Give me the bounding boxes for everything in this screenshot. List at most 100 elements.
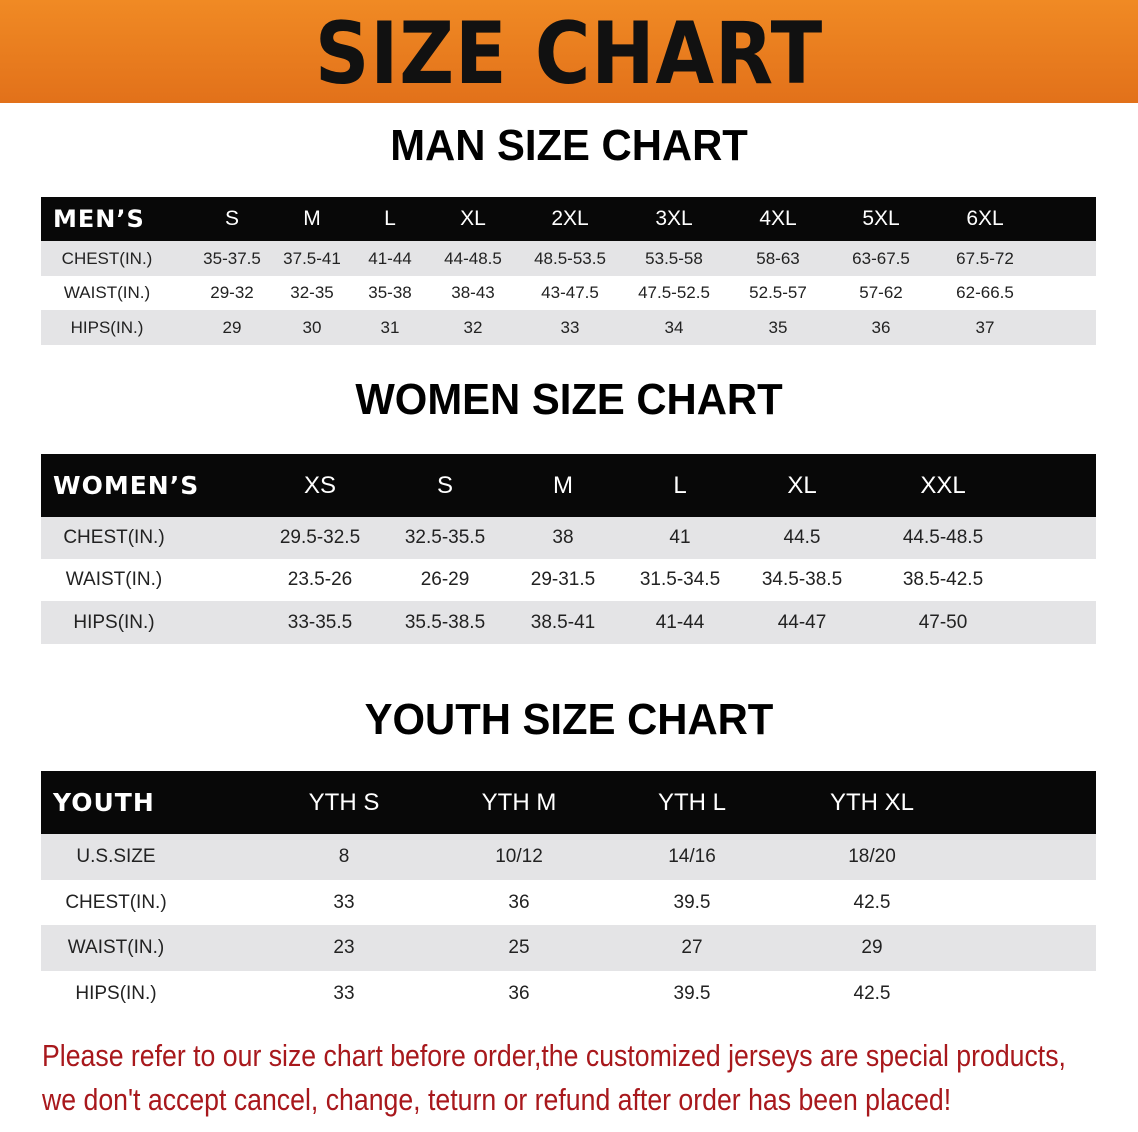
banner: SIZE CHART xyxy=(0,0,1138,104)
table-cell: 48.5-53.5 xyxy=(534,248,606,268)
table-cell: 14/16 xyxy=(668,846,716,867)
row-label: CHEST(IN.) xyxy=(63,527,165,548)
table-cell: 38.5-42.5 xyxy=(902,569,984,590)
table-cell: 36 xyxy=(871,317,891,337)
table-cell: 52.5-57 xyxy=(749,283,807,302)
table-cell: 44.5 xyxy=(783,527,821,548)
table-cell: 38 xyxy=(552,527,574,548)
table-row: HIPS(IN.) 33-35.5 35.5-38.5 38.5-41 41-44 44-… xyxy=(41,601,1096,644)
size-column-header: XL xyxy=(787,471,817,499)
size-column-header: S xyxy=(224,207,240,230)
table-cell: 35-38 xyxy=(368,283,412,302)
table-cell: 41-44 xyxy=(655,611,705,633)
size-column-header: L xyxy=(384,207,396,230)
table-cell: 32 xyxy=(463,317,483,337)
row-label: WAIST(IN.) xyxy=(65,569,163,590)
banner-title: SIZE CHART xyxy=(314,4,824,104)
table-row: CHEST(IN.) 35-37.5 37.5-41 41-44 44-48.5 48.5… xyxy=(41,241,1096,276)
men-corner-label: MEN’S xyxy=(53,205,145,233)
table-cell: 41-44 xyxy=(368,248,412,268)
size-column-header: XS xyxy=(303,471,337,499)
footer-notice-line-2: we don't accept cancel, change, teturn o… xyxy=(42,1082,952,1117)
table-cell: 38-43 xyxy=(451,283,495,302)
table-cell: 33 xyxy=(333,982,355,1004)
table-cell: 37 xyxy=(975,317,995,337)
size-column-header: L xyxy=(673,471,687,499)
table-cell: 31 xyxy=(380,317,400,337)
size-column-header: YTH S xyxy=(308,788,380,816)
table-row: U.S.SIZE 8 10/12 14/16 18/20 xyxy=(41,834,1096,880)
table-row: WAIST(IN.) 23.5-26 26-29 29-31.5 31.5-34.5 34… xyxy=(41,559,1096,601)
table-cell: 67.5-72 xyxy=(956,248,1014,268)
table-cell: 8 xyxy=(338,846,350,867)
table-cell: 29.5-32.5 xyxy=(279,527,361,548)
row-label: HIPS(IN.) xyxy=(70,317,144,337)
table-cell: 35.5-38.5 xyxy=(404,611,486,633)
table-cell: 44-48.5 xyxy=(444,248,502,268)
table-cell: 62-66.5 xyxy=(956,283,1014,302)
row-label: WAIST(IN.) xyxy=(67,937,165,958)
table-cell: 33 xyxy=(333,891,355,913)
table-cell: 47-50 xyxy=(918,611,968,633)
women-header-row: WOMEN’S XS S M L XL XXL xyxy=(41,454,1096,517)
table-cell: 31.5-34.5 xyxy=(639,569,721,590)
men-size-table: MEN’S S M L XL 2XL 3XL 4XL 5XL 6XL CHEST(IN.) 35-37… xyxy=(41,197,1096,345)
table-cell: 32.5-35.5 xyxy=(404,527,486,548)
row-label: HIPS(IN.) xyxy=(73,611,155,633)
youth-header-row: YOUTH YTH S YTH M YTH L YTH XL xyxy=(41,771,1096,834)
table-cell: 30 xyxy=(302,317,322,337)
table-cell: 25 xyxy=(508,937,530,958)
table-cell: 29-31.5 xyxy=(530,569,596,590)
table-row: CHEST(IN.) 33 36 39.5 42.5 xyxy=(41,880,1096,925)
row-label: WAIST(IN.) xyxy=(63,283,151,302)
footer-notice-line-1: Please refer to our size chart before or… xyxy=(42,1038,1066,1073)
size-column-header: YTH L xyxy=(657,788,727,816)
men-section-title: MAN SIZE CHART xyxy=(390,121,748,170)
women-section-title: WOMEN SIZE CHART xyxy=(355,375,783,424)
row-label: HIPS(IN.) xyxy=(75,982,157,1004)
table-row: WAIST(IN.) 23 25 27 29 xyxy=(41,925,1096,971)
youth-corner-label: YOUTH xyxy=(53,788,155,817)
women-corner-label: WOMEN’S xyxy=(53,471,200,500)
table-cell: 26-29 xyxy=(420,569,470,590)
row-label: CHEST(IN.) xyxy=(65,891,167,913)
table-cell: 27 xyxy=(681,937,703,958)
row-label: U.S.SIZE xyxy=(76,846,156,867)
table-cell: 44-47 xyxy=(777,611,827,633)
men-header-row: MEN’S S M L XL 2XL 3XL 4XL 5XL 6XL xyxy=(41,197,1096,241)
table-row: HIPS(IN.) 33 36 39.5 42.5 xyxy=(41,971,1096,1016)
table-cell: 18/20 xyxy=(848,846,896,867)
table-cell: 57-62 xyxy=(859,283,903,302)
women-size-table: WOMEN’S XS S M L XL XXL CHEST(IN.) 29.5-32.5 32.5… xyxy=(41,454,1096,644)
size-column-header: YTH XL xyxy=(829,788,915,816)
table-cell: 29 xyxy=(222,317,242,337)
table-cell: 63-67.5 xyxy=(852,248,910,268)
table-cell: 53.5-58 xyxy=(645,248,703,268)
table-cell: 23 xyxy=(333,937,355,958)
table-cell: 42.5 xyxy=(853,982,891,1004)
table-cell: 43-47.5 xyxy=(541,283,599,302)
table-cell: 36 xyxy=(508,891,530,913)
table-cell: 35 xyxy=(768,317,788,337)
size-column-header: 2XL xyxy=(551,207,589,230)
table-cell: 29 xyxy=(861,937,883,958)
table-cell: 37.5-41 xyxy=(283,248,341,268)
size-column-header: S xyxy=(436,471,454,499)
table-cell: 23.5-26 xyxy=(287,569,353,590)
table-row: HIPS(IN.) 29 30 31 32 33 34 35 36 37 xyxy=(41,310,1096,345)
table-row: CHEST(IN.) 29.5-32.5 32.5-35.5 38 41 44.5 44.5… xyxy=(41,517,1096,559)
table-cell: 39.5 xyxy=(673,891,711,913)
table-cell: 32-35 xyxy=(290,283,334,302)
table-cell: 41 xyxy=(669,527,691,548)
table-cell: 34 xyxy=(664,317,684,337)
youth-size-table: YOUTH YTH S YTH M YTH L YTH XL U.S.SIZE 8 10/12… xyxy=(41,771,1096,1016)
table-cell: 39.5 xyxy=(673,982,711,1004)
size-column-header: M xyxy=(303,207,321,230)
table-cell: 33-35.5 xyxy=(287,611,353,633)
table-cell: 47.5-52.5 xyxy=(638,283,710,302)
table-cell: 44.5-48.5 xyxy=(902,527,984,548)
size-column-header: M xyxy=(553,471,573,499)
size-column-header: 5XL xyxy=(862,207,900,230)
table-cell: 58-63 xyxy=(756,248,800,268)
size-column-header: XXL xyxy=(920,471,966,499)
